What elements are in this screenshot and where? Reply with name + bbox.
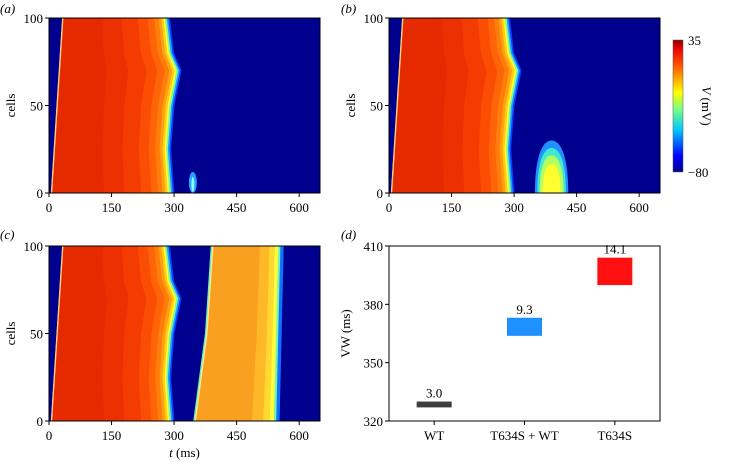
colorbar-min-label: −80: [688, 165, 708, 180]
x-tick-label: 0: [46, 428, 53, 443]
x-tick-label: 450: [227, 200, 247, 215]
x-tick-label: 600: [289, 200, 309, 215]
panel-c: 0 150 300 450 600 0 50 100 cells (c): [0, 227, 321, 443]
x-tick-label: 150: [102, 200, 122, 215]
vw-bar-value-label: 3.0: [426, 386, 442, 401]
y-tick-label: 100: [24, 11, 44, 26]
x-tick-label: 300: [164, 200, 184, 215]
colorbar-max-label: 35: [688, 33, 701, 48]
y-tick-label: 0: [37, 414, 44, 429]
panel-label: (b): [341, 1, 356, 16]
panel-label: (a): [0, 1, 15, 16]
secondary-spot-core: [191, 177, 195, 192]
x-axis-label: t (ms): [169, 445, 200, 460]
wave-front-edge: [50, 245, 64, 422]
panel-label: (c): [0, 227, 14, 242]
y-tick-label: 100: [24, 239, 44, 254]
y-tick-label: 50: [30, 327, 43, 342]
vw-bar-1: [416, 401, 452, 408]
colorbar-label: V (mV): [699, 86, 714, 125]
y-axis-label: cells: [3, 322, 18, 346]
vw-bar-value-label: 9.3: [516, 302, 532, 317]
vw-bar-2: [507, 317, 542, 336]
x-category-label: WT: [424, 428, 444, 443]
x-tick-label: 150: [102, 428, 122, 443]
panel-d: 3.0 9.3 14.1 WT T634S + WT T634S 320 350 380 410 V…: [338, 227, 661, 443]
x-tick-label: 0: [46, 200, 53, 215]
y-tick-label: 0: [37, 186, 44, 201]
reentry-front-edge: [194, 245, 214, 422]
x-tick-label: 450: [227, 428, 247, 443]
wave-front-edge: [50, 17, 64, 194]
wave-band: [51, 18, 107, 193]
x-category-label: T634S: [597, 428, 632, 443]
y-tick-label: 50: [370, 99, 383, 114]
y-axis-label: VW (ms): [338, 309, 353, 358]
y-tick-label: 350: [364, 356, 384, 371]
y-tick-label: 320: [364, 414, 384, 429]
x-tick-label: 150: [442, 200, 462, 215]
vw-bar-3: [597, 257, 633, 286]
x-tick-label: 600: [289, 428, 309, 443]
x-tick-label: 300: [504, 200, 524, 215]
y-tick-label: 0: [377, 186, 384, 201]
wave-band: [51, 246, 107, 421]
panel-b: 0 150 300 450 600 0 50 100 cells (b): [341, 1, 661, 215]
y-tick-label: 100: [364, 11, 384, 26]
y-tick-label: 50: [30, 99, 43, 114]
secondary-activation: [542, 164, 561, 193]
y-tick-label: 410: [364, 239, 384, 254]
y-tick-label: 380: [364, 297, 384, 312]
y-axis-label: cells: [343, 94, 358, 118]
x-tick-label: 600: [629, 200, 649, 215]
x-tick-label: 0: [386, 200, 393, 215]
x-tick-label: 450: [567, 200, 587, 215]
colorbar-gradient: [672, 39, 684, 173]
y-axis-label: cells: [3, 94, 18, 118]
vw-bar-value-label: 14.1: [603, 242, 626, 257]
wave-front-edge: [390, 17, 404, 194]
reentry-band: [194, 246, 261, 421]
x-tick-label: 300: [164, 428, 184, 443]
colorbar: 35 −80 V (mV): [672, 33, 714, 180]
panel-a: 0 150 300 450 600 0 50 100 cells (a): [0, 1, 321, 215]
panel-label: (d): [341, 227, 356, 242]
wave-band: [391, 18, 447, 193]
x-category-label: T634S + WT: [490, 428, 559, 443]
